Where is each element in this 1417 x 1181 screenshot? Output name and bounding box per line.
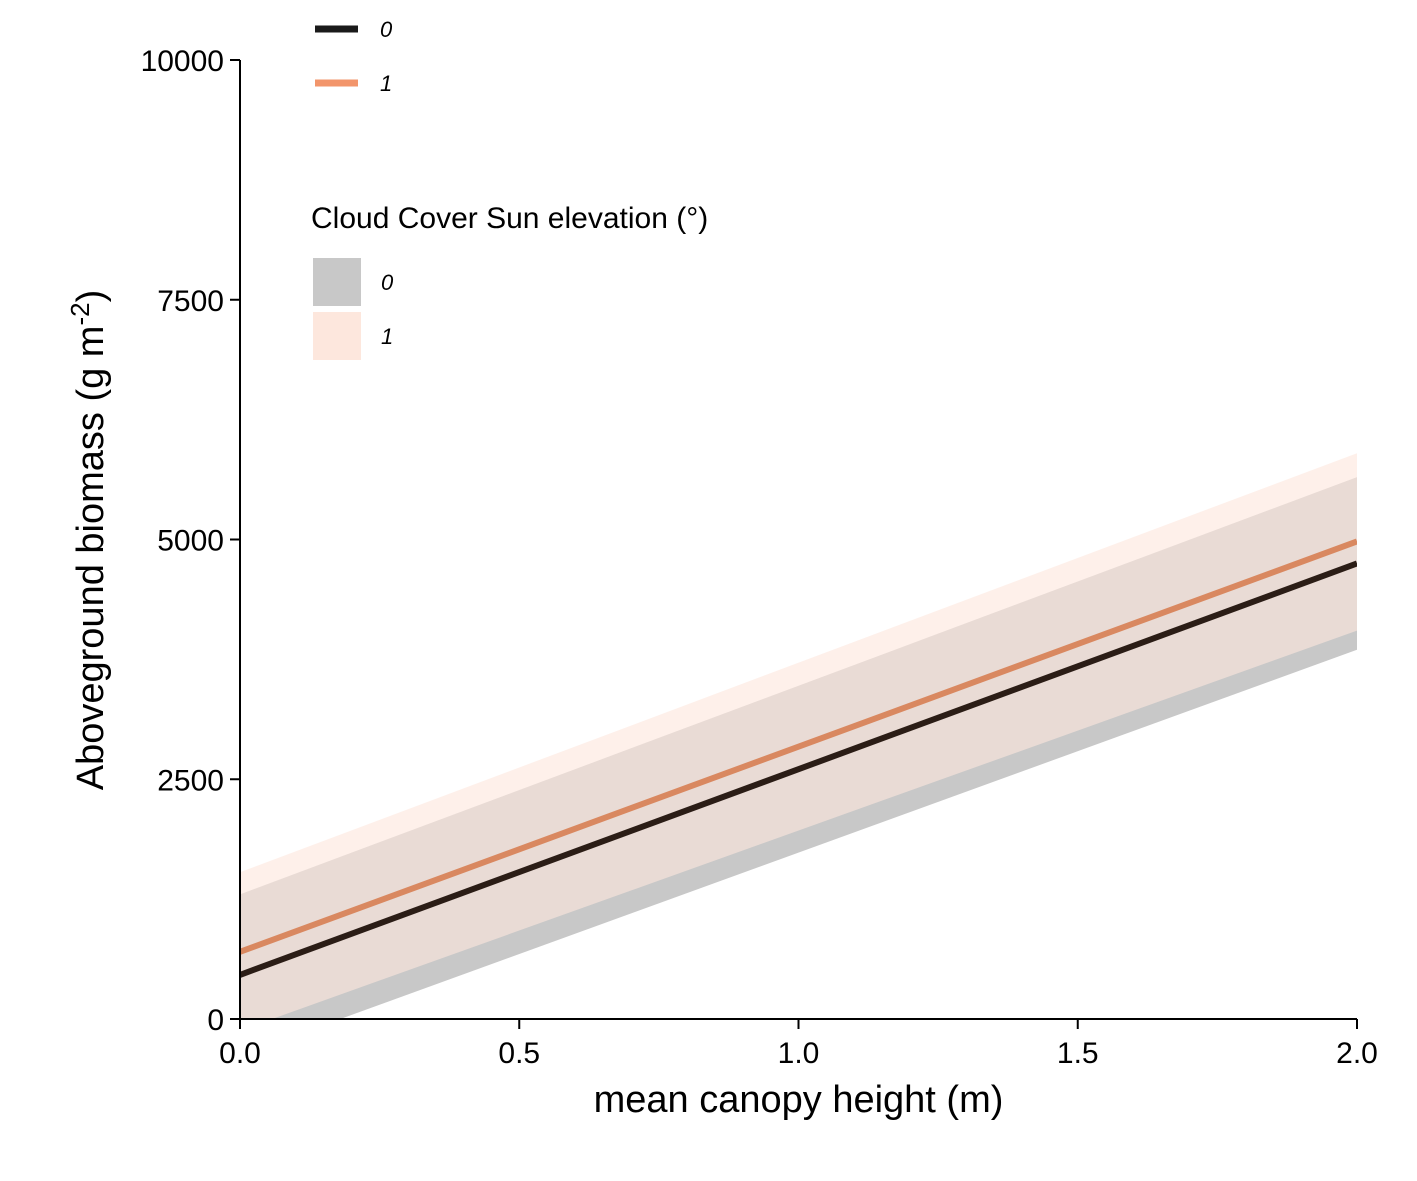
legend-line-label: 0: [380, 17, 393, 42]
legend-line-label: 1: [380, 71, 392, 96]
confidence-bands: [240, 453, 1357, 1019]
y-tick-label: 7500: [157, 285, 224, 318]
y-axis-title-superscript: -2: [65, 302, 95, 325]
legend-fill-key-1: [313, 312, 361, 360]
y-tick-label: 10000: [141, 45, 224, 78]
axes: 0.0 0.5 1.0 1.5 2.0 0 2500 5000 7500 10000 mean ca…: [65, 45, 1378, 1121]
x-tick-label: 2.0: [1336, 1037, 1378, 1070]
y-tick-label: 5000: [157, 525, 224, 558]
y-tick-label: 0: [207, 1004, 224, 1037]
legend-fill-label: 0: [381, 270, 394, 295]
line-series-1: [240, 538, 1357, 955]
y-axis-title: Aboveground biomass (g m-2): [65, 290, 112, 790]
series-lines: [240, 538, 1357, 978]
line-series-0: [240, 560, 1357, 978]
y-axis-title-end: ): [70, 290, 112, 303]
y-axis-title-main: Aboveground biomass (g m: [70, 326, 112, 791]
x-axis-title: mean canopy height (m): [594, 1079, 1004, 1121]
legend-fill-key-0: [313, 258, 361, 306]
legend-fill-title: Cloud Cover Sun elevation (°): [311, 202, 708, 235]
confidence-band-series-1: [240, 453, 1357, 1019]
x-tick-label: 1.5: [1057, 1037, 1099, 1070]
x-tick-label: 0.0: [219, 1037, 261, 1070]
x-tick-label: 0.5: [498, 1037, 540, 1070]
x-tick-label: 1.0: [778, 1037, 820, 1070]
legend-fill-label: 1: [381, 324, 393, 349]
legends: 0 1 Cloud Cover Sun elevation (°) 0 1: [311, 17, 708, 360]
y-tick-label: 2500: [157, 764, 224, 797]
